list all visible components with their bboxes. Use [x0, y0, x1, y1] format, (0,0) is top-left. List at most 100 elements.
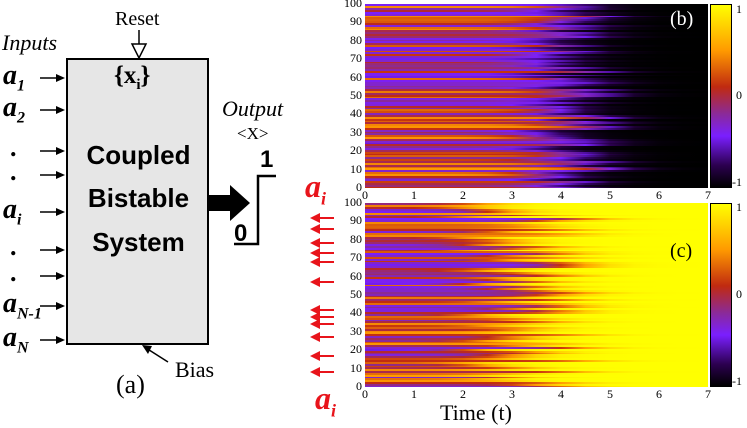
heatmap-row — [365, 158, 708, 161]
heatmap-row — [365, 215, 708, 219]
heatmap-row — [365, 324, 708, 327]
heatmap-row — [365, 11, 708, 14]
x-tick-label: 2 — [460, 387, 466, 401]
y-tick-label: 70 — [350, 51, 362, 66]
heatmap-row — [365, 339, 708, 342]
heatmap-b — [365, 4, 708, 188]
heatmap-row — [365, 182, 708, 185]
heatmap-row — [365, 175, 708, 178]
heatmap-row — [365, 99, 708, 103]
heatmap-row — [365, 143, 708, 147]
heatmap-row — [365, 271, 708, 274]
y-tick-label: 20 — [350, 143, 362, 158]
input-arrow-icon — [40, 208, 65, 216]
marked-input-arrow-icon — [310, 350, 334, 361]
heatmap-row — [365, 309, 708, 313]
y-tick-label: 60 — [350, 69, 362, 84]
heatmap-row — [365, 326, 708, 329]
colorbar-b-tick: -1 — [732, 175, 742, 189]
heatmap-row — [365, 156, 708, 160]
heatmap-row — [365, 35, 708, 38]
y-tick-label: 10 — [350, 360, 362, 375]
heatmap-row — [365, 368, 708, 372]
heatmap-row — [365, 92, 708, 95]
heatmap-row — [365, 68, 708, 71]
panel-a-label: (a) — [116, 370, 145, 399]
input-arrow-icon — [40, 336, 65, 344]
colorbar-c-tick: -1 — [732, 374, 742, 388]
heatmap-row — [365, 121, 708, 125]
system-title-line-2: Bistable — [87, 183, 190, 213]
heatmap-row — [365, 97, 708, 101]
heatmap-row — [365, 149, 708, 152]
heatmap-row — [365, 59, 708, 62]
heatmap-row — [365, 72, 708, 75]
heatmap-row — [365, 346, 708, 349]
heatmap-row — [365, 260, 708, 263]
bias-arrow-icon — [142, 345, 169, 363]
marked-input-arrow-icon — [310, 332, 334, 343]
heatmap-row — [365, 320, 708, 324]
heatmap-row — [365, 5, 708, 9]
heatmap-row — [365, 31, 708, 35]
marked-input-arrow-icon — [310, 367, 334, 378]
y-tick-label: 10 — [350, 161, 362, 176]
reset-label: Reset — [115, 8, 160, 30]
heatmap-row — [365, 355, 708, 359]
heatmap-row — [365, 29, 708, 33]
heatmap-row — [365, 165, 708, 169]
heatmap-row — [365, 375, 708, 379]
output-mean-label: <X> — [237, 124, 269, 143]
inputs-title: Inputs — [2, 30, 57, 55]
marked-input-arrow-icon — [310, 277, 334, 288]
heatmap-row — [365, 147, 708, 150]
input-ellipsis: . — [10, 157, 17, 186]
colorbar-b-tick: 0 — [736, 88, 742, 102]
heatmap-row — [365, 335, 708, 338]
heatmap-row — [365, 344, 708, 348]
heatmap-row — [365, 300, 708, 303]
heatmap-row — [365, 73, 708, 77]
heatmap-row — [365, 280, 708, 283]
heatmap-row — [365, 79, 708, 82]
heatmap-row — [365, 40, 708, 44]
output-step-icon — [234, 174, 276, 246]
heatmap-row — [365, 274, 708, 278]
heatmap-row — [365, 285, 708, 289]
marked-input-arrow-icon — [310, 312, 334, 323]
reset-arrow-icon — [130, 30, 148, 60]
x-tick-label: 1 — [411, 387, 417, 401]
heatmap-row — [365, 62, 708, 66]
heatmap-row — [365, 145, 708, 149]
heatmap-row — [365, 243, 708, 246]
heatmap-row — [365, 302, 708, 305]
heatmap-row — [365, 361, 708, 364]
heatmap-row — [365, 70, 708, 73]
heatmap-row — [365, 4, 708, 7]
heatmap-row — [365, 38, 708, 42]
heatmap-row — [365, 372, 708, 375]
heatmap-row — [365, 42, 708, 46]
heatmap-row — [365, 136, 708, 139]
heatmap-row — [365, 61, 708, 64]
heatmap-row — [365, 350, 708, 353]
heatmap-row — [365, 328, 708, 331]
heatmap-row — [365, 241, 708, 245]
heatmap-row — [365, 287, 708, 291]
heatmap-row — [365, 180, 708, 184]
heatmap-row — [365, 13, 708, 16]
heatmap-row — [365, 322, 708, 326]
y-tick-label: 90 — [350, 14, 362, 29]
heatmap-row — [365, 210, 708, 213]
heatmap-row — [365, 221, 708, 224]
y-tick-label: 30 — [350, 124, 362, 139]
heatmap-row — [365, 258, 708, 261]
marked-input-arrow-icon — [310, 304, 334, 315]
input-arrow-icon — [40, 171, 65, 179]
colorbar-c-tick: 1 — [736, 200, 742, 214]
heatmap-row — [365, 55, 708, 58]
x-tick-label: 4 — [558, 188, 564, 202]
heatmap-row — [365, 204, 708, 208]
x-tick-label: 1 — [411, 188, 417, 202]
marked-input-arrow-icon — [310, 247, 334, 258]
